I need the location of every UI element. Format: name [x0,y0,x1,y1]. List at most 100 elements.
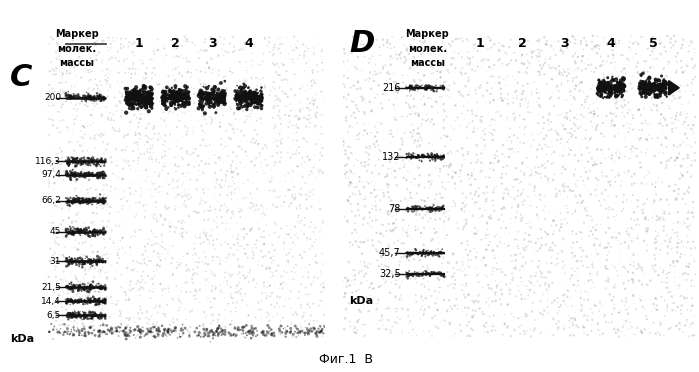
Point [354,214,366,220]
Point [57,206,68,212]
Point [391,217,402,223]
Point [172,89,183,95]
Point [80,199,91,205]
Point [359,54,370,60]
Point [78,320,89,326]
Point [637,330,648,336]
Point [598,71,609,77]
Point [95,257,106,263]
Point [67,297,78,303]
Point [97,286,108,292]
Point [363,78,374,84]
Point [656,111,667,117]
Point [85,69,96,75]
Point [77,312,88,318]
Point [75,128,86,134]
Point [239,95,250,101]
Point [419,100,431,106]
Point [255,95,266,101]
Point [180,83,191,89]
Point [389,227,400,232]
Point [233,37,244,43]
Point [65,96,76,102]
Point [177,225,188,231]
Point [219,331,231,337]
Point [97,94,108,100]
Point [343,182,354,188]
Point [494,296,505,302]
Point [227,49,238,55]
Point [563,137,575,142]
Point [542,310,553,316]
Point [418,248,429,254]
Point [168,45,180,51]
Point [132,107,143,113]
Point [649,84,661,90]
Point [247,255,259,261]
Point [535,104,546,110]
Point [183,196,194,202]
Point [463,121,475,127]
Point [164,108,175,114]
Point [428,64,439,70]
Point [120,132,131,138]
Point [132,278,143,284]
Point [572,265,583,271]
Point [219,101,230,107]
Point [54,104,65,110]
Point [136,92,147,98]
Point [115,42,127,48]
Point [200,254,211,260]
Point [619,88,630,94]
Point [649,304,660,310]
Point [97,296,108,302]
Point [454,174,465,180]
Point [554,307,565,313]
Point [600,206,612,212]
Point [538,62,549,68]
Point [593,84,605,90]
Point [144,276,155,282]
Point [201,230,212,236]
Point [73,196,85,202]
Point [593,87,604,93]
Point [591,175,602,181]
Point [203,65,215,71]
Point [84,234,95,240]
Point [426,333,438,339]
Point [382,131,394,137]
Point [275,323,287,329]
Point [554,227,565,233]
Point [651,85,663,91]
Point [159,326,170,332]
Point [430,218,441,224]
Point [672,59,683,65]
Point [368,187,380,193]
Point [675,164,686,170]
Point [71,262,82,268]
Point [435,74,446,80]
Point [161,206,173,212]
Point [509,50,520,56]
Point [439,132,450,138]
Point [629,171,640,177]
Point [113,48,124,54]
Point [100,315,111,321]
Point [392,84,403,90]
Point [484,64,495,70]
Point [403,272,415,278]
Point [265,180,276,186]
Point [266,331,277,337]
Point [350,319,361,325]
Point [84,171,95,177]
Point [228,333,239,339]
Point [640,87,651,93]
Point [131,92,142,98]
Point [486,45,497,51]
Point [89,259,101,265]
Point [122,322,134,328]
Point [72,291,83,296]
Point [569,86,580,92]
Point [650,269,661,275]
Point [596,130,607,136]
